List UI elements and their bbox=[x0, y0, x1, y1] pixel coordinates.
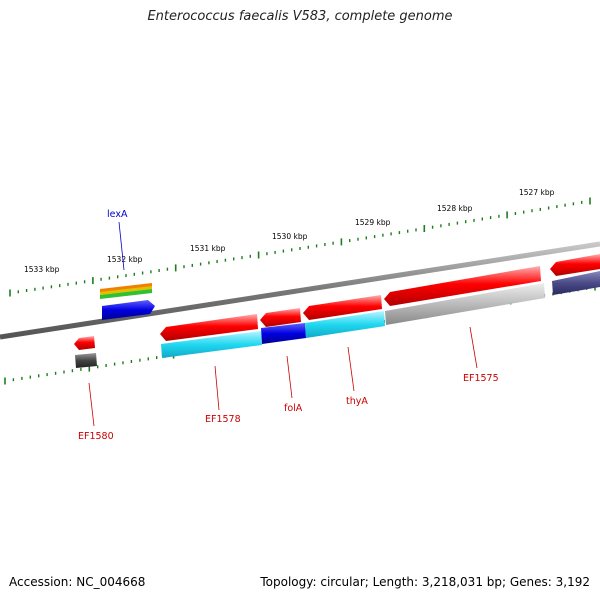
genome-summary-text: Topology: circular; Length: 3,218,031 bp… bbox=[260, 575, 590, 589]
thya-connector bbox=[347, 346, 355, 392]
ef1580-cog-block bbox=[75, 353, 97, 368]
fola-cog-block bbox=[261, 323, 306, 344]
ef1580-gene-arrow bbox=[74, 336, 95, 350]
gene-label-thya: thyA bbox=[346, 396, 368, 407]
ef1578-cog-block bbox=[161, 331, 262, 358]
gene-label-ef1575: EF1575 bbox=[463, 373, 499, 384]
thya-gene-arrow bbox=[303, 295, 382, 320]
lexA-gene-arrow bbox=[102, 300, 155, 320]
next-cog-block bbox=[552, 271, 600, 295]
ef1580-connector bbox=[88, 382, 95, 427]
ef1575-connector bbox=[469, 326, 478, 369]
scale-label-1533: 1533 kbp bbox=[24, 265, 60, 274]
lexa-connector bbox=[118, 221, 125, 271]
scale-label-1529: 1529 kbp bbox=[355, 218, 391, 227]
gene-label-fola: folA bbox=[284, 403, 303, 414]
next-gene-arrow bbox=[550, 254, 600, 276]
gene-label-ef1578: EF1578 bbox=[205, 414, 241, 425]
accession-text: Accession: NC_004668 bbox=[9, 575, 146, 589]
scale-label-1531: 1531 kbp bbox=[190, 244, 226, 253]
scale-label-1530: 1530 kbp bbox=[272, 232, 308, 241]
fola-connector bbox=[286, 355, 293, 399]
ef1578-connector bbox=[214, 365, 220, 411]
thya-cog-block bbox=[305, 311, 385, 338]
genome-backbone bbox=[0, 241, 600, 340]
scale-label-1527: 1527 kbp bbox=[519, 188, 555, 197]
scale-label-1532: 1532 kbp bbox=[107, 255, 143, 264]
fola-gene-arrow bbox=[260, 308, 301, 327]
ef1578-gene-arrow bbox=[160, 314, 258, 341]
upper-tick-row bbox=[9, 197, 591, 297]
lexA-cog-stripes bbox=[100, 283, 152, 299]
ef1575-gene-arrow bbox=[384, 266, 541, 306]
gene-label-lexa: lexA bbox=[107, 209, 128, 220]
ef1575-cog-block bbox=[385, 283, 545, 325]
gene-label-ef1580: EF1580 bbox=[78, 431, 114, 442]
scale-label-1528: 1528 kbp bbox=[437, 204, 473, 213]
map-title: Enterococcus faecalis V583, complete gen… bbox=[147, 9, 453, 24]
